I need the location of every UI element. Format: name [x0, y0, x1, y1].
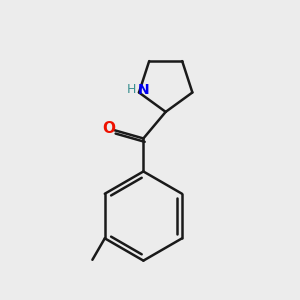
Text: H: H: [127, 83, 136, 96]
Text: N: N: [138, 83, 150, 97]
Text: O: O: [102, 121, 115, 136]
